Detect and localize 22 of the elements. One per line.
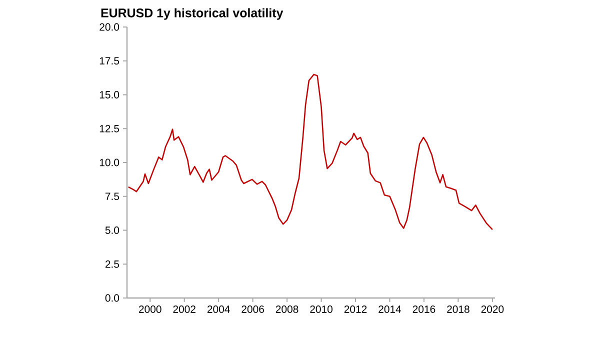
y-tick-label: 5.0 <box>105 226 120 234</box>
x-tick-label: 2002 <box>173 306 196 313</box>
x-tick-label: 2020 <box>481 306 504 313</box>
x-tick-label: 2012 <box>344 306 367 313</box>
y-tick-label: 0.0 <box>105 294 120 302</box>
x-tick-label: 2004 <box>207 306 230 313</box>
y-tick-label: 17.5 <box>100 57 120 65</box>
y-tick-label: 12.5 <box>100 124 120 132</box>
x-tick-label: 2008 <box>276 306 298 313</box>
y-tick-label: 10.0 <box>100 158 120 166</box>
line-series <box>128 74 494 230</box>
x-tick-label: 2016 <box>412 306 436 313</box>
x-tick-label: 2006 <box>242 306 264 313</box>
x-tick-label: 2018 <box>447 306 470 313</box>
y-tick-label: 15.0 <box>100 91 120 98</box>
x-tick-label: 2014 <box>378 306 402 313</box>
y-tick-label: 20.0 <box>100 23 120 31</box>
chart-title: EURUSD 1y historical volatility <box>101 8 284 20</box>
x-tick-label: 2000 <box>139 306 162 313</box>
y-tick-label: 7.5 <box>105 192 120 200</box>
x-tick-label: 2010 <box>310 306 332 313</box>
y-tick-label: 2.5 <box>105 260 120 268</box>
